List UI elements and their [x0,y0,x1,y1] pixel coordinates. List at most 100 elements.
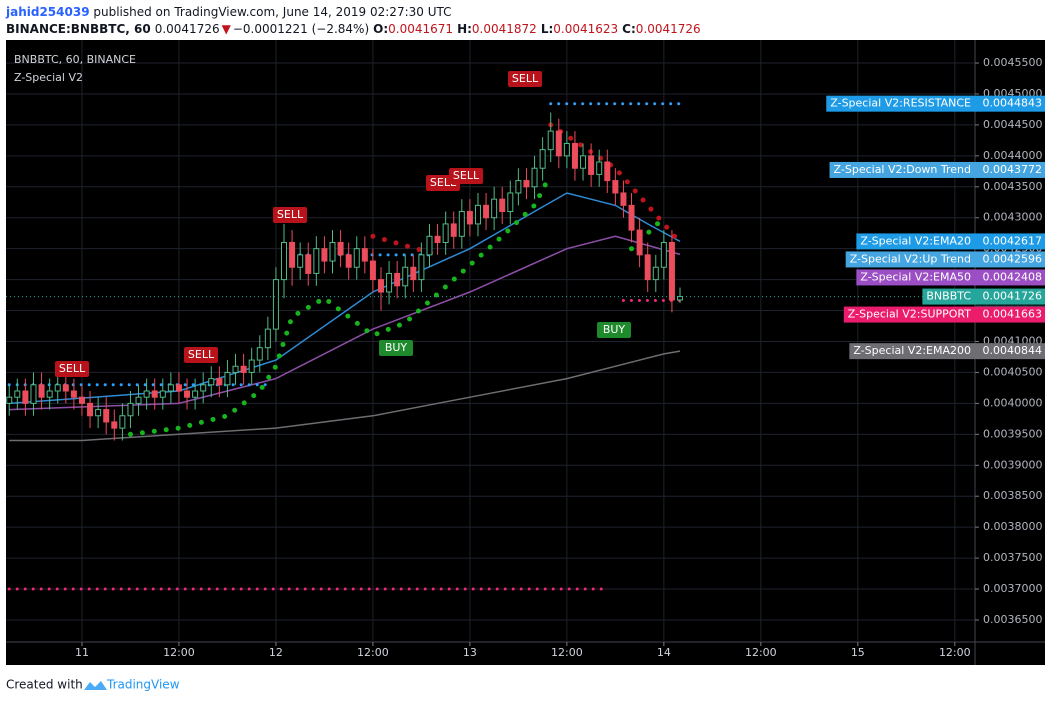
signal-label: BUY [379,340,413,356]
x-tick-label: 12:00 [551,646,583,659]
signal-text: SELL [277,208,304,221]
signal-text: BUY [603,323,626,336]
candle-body [143,390,150,398]
candle-body [38,384,45,398]
candle-body [159,390,166,398]
candle-body [224,371,231,386]
candle-body [46,390,53,398]
candle-body [289,241,296,268]
user[interactable]: jahid254039 [5,5,90,19]
price-tag-name: BNBBTC [926,290,971,303]
candle-body [620,192,627,206]
candle-body [62,384,69,392]
candle-body [119,415,126,429]
price-tag: Z-Special V2:Down Trend 0.0043772 [829,161,1045,178]
footer-brand[interactable]: TradingView [106,678,180,692]
y-tick-label: 0.0038000 [983,520,1043,533]
candle-body [167,384,174,392]
price-tag-name-box [829,161,975,178]
x-tick-label: 14 [657,646,671,659]
price-tag-value: 0.0041663 [983,308,1043,321]
candle-body [580,155,587,169]
candle-body [281,241,288,281]
signal-label: SELL [184,347,218,363]
candle-body [523,180,530,188]
price-tag-value: 0.0040844 [983,344,1043,357]
signal-label: BUY [597,322,631,338]
signal-box [55,361,89,377]
candle-body [563,142,570,157]
candle-body [22,390,29,404]
candle-body [151,390,158,398]
candle-body [491,198,498,219]
symbol-legend: BNBBTC, 60, BINANCE [14,53,136,66]
x-tick-label: 12 [269,646,283,659]
candle-body [87,402,94,417]
c-label: C: [622,22,636,36]
y-tick-label: 0.0039000 [983,458,1043,471]
price-tag-name-box [845,251,975,268]
candle-body [297,254,304,268]
candle-body [652,266,659,281]
signal-text: SELL [59,362,86,375]
y-tick-label: 0.0037000 [983,582,1043,595]
candle-body [394,272,401,287]
candle-body [474,204,481,225]
candle-body [660,241,667,268]
candle-body [127,402,134,417]
price-tag-value-box [975,161,1045,178]
y-tick-label: 0.0038500 [983,489,1043,502]
candle-body [240,365,247,373]
footer-created: Created with [6,678,83,692]
symbol: BINANCE:BNBBTC, 60 [6,22,151,36]
candle-body [434,235,441,243]
price-tag: Z-Special V2:RESISTANCE 0.0044843 [826,95,1045,112]
price-tag-value-box [975,233,1045,250]
candle-body [410,266,417,281]
candle-body [184,390,191,398]
price-tag-value: 0.0043772 [983,163,1043,176]
candle-body [458,211,465,237]
candle-body [103,409,110,423]
candle-body [70,390,77,398]
candle-body [483,204,490,219]
price-tag: Z-Special V2:SUPPORT 0.0041663 [843,306,1045,323]
candle-body [345,254,352,268]
l: 0.0041623 [553,22,618,36]
candle-body [636,229,643,256]
candle-body [677,296,684,301]
candle-body [507,192,514,213]
published: published on TradingView.com, June 14, 2… [90,5,452,19]
candle-body [361,248,368,262]
candle-body [321,248,328,262]
candle-body [539,149,546,169]
candle-body [531,167,538,188]
signal-label: SELL [508,71,542,87]
candle-body [192,390,199,398]
y-tick-label: 0.0044000 [983,149,1043,162]
y-tick-label: 0.0037500 [983,551,1043,564]
price-tag-value-box [975,269,1045,286]
signal-text: SELL [453,169,480,182]
price-tag: Z-Special V2:EMA50 0.0042408 [856,269,1045,286]
y-tick-label: 0.0045500 [983,56,1043,69]
price-tag-name: Z-Special V2:EMA20 [860,234,971,247]
candle-body [466,211,473,225]
price-tag-name-box [843,306,975,323]
signal-text: SELL [512,72,539,85]
signal-label: SELL [55,361,89,377]
candle-body [555,130,562,157]
candle-body [6,396,13,404]
y-tick-label: 0.0044500 [983,118,1043,131]
signal-box [184,347,218,363]
x-tick-label: 12:00 [745,646,777,659]
price-tag-name-box [826,95,975,112]
price-tag-name-box [856,269,975,286]
candle-body [111,421,118,429]
candle-body [628,204,635,231]
signal-box [379,340,413,356]
indicator-line [128,171,667,437]
price-tag-name-box [856,233,975,250]
